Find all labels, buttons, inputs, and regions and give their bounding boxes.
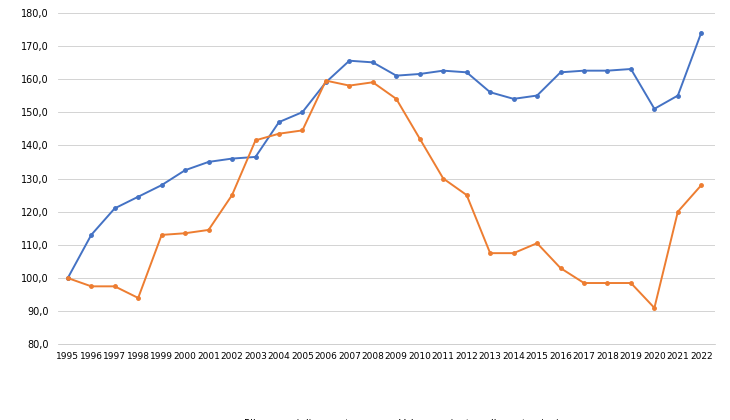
Valore aggiunto nelle costruzioni: [157, 232, 166, 237]
PIL a prezzi di mercato: [345, 58, 354, 63]
PIL a prezzi di mercato: [134, 194, 142, 199]
Valore aggiunto nelle costruzioni: [510, 251, 518, 256]
PIL a prezzi di mercato: [110, 206, 119, 211]
PIL a prezzi di mercato: [64, 276, 72, 281]
Valore aggiunto nelle costruzioni: [181, 231, 190, 236]
Valore aggiunto nelle costruzioni: [298, 128, 307, 133]
PIL a prezzi di mercato: [321, 80, 330, 85]
PIL a prezzi di mercato: [369, 60, 377, 65]
Valore aggiunto nelle costruzioni: [415, 136, 424, 141]
PIL a prezzi di mercato: [439, 68, 447, 73]
Line: PIL a prezzi di mercato: PIL a prezzi di mercato: [66, 31, 703, 280]
Valore aggiunto nelle costruzioni: [392, 96, 401, 101]
Valore aggiunto nelle costruzioni: [369, 80, 377, 85]
PIL a prezzi di mercato: [462, 70, 471, 75]
Valore aggiunto nelle costruzioni: [533, 241, 542, 246]
Valore aggiunto nelle costruzioni: [64, 276, 72, 281]
PIL a prezzi di mercato: [274, 120, 283, 125]
PIL a prezzi di mercato: [251, 155, 260, 160]
PIL a prezzi di mercato: [485, 90, 494, 95]
Valore aggiunto nelle costruzioni: [251, 138, 260, 143]
PIL a prezzi di mercato: [298, 110, 307, 115]
Valore aggiunto nelle costruzioni: [87, 284, 96, 289]
PIL a prezzi di mercato: [556, 70, 565, 75]
Valore aggiunto nelle costruzioni: [674, 209, 683, 214]
PIL a prezzi di mercato: [580, 68, 588, 73]
PIL a prezzi di mercato: [510, 96, 518, 101]
Valore aggiunto nelle costruzioni: [345, 83, 354, 88]
PIL a prezzi di mercato: [697, 30, 706, 35]
PIL a prezzi di mercato: [674, 93, 683, 98]
Valore aggiunto nelle costruzioni: [204, 227, 213, 232]
Valore aggiunto nelle costruzioni: [626, 281, 635, 286]
Valore aggiunto nelle costruzioni: [556, 265, 565, 270]
PIL a prezzi di mercato: [204, 159, 213, 164]
Valore aggiunto nelle costruzioni: [462, 192, 471, 198]
Valore aggiunto nelle costruzioni: [274, 131, 283, 136]
Legend: PIL a prezzi di mercato, Valore aggiunto nelle costruzioni: PIL a prezzi di mercato, Valore aggiunto…: [211, 415, 563, 420]
Valore aggiunto nelle costruzioni: [439, 176, 447, 181]
Valore aggiunto nelle costruzioni: [650, 305, 658, 310]
Valore aggiunto nelle costruzioni: [603, 281, 612, 286]
Valore aggiunto nelle costruzioni: [321, 78, 330, 83]
Valore aggiunto nelle costruzioni: [580, 281, 588, 286]
PIL a prezzi di mercato: [87, 232, 96, 237]
Valore aggiunto nelle costruzioni: [485, 251, 494, 256]
PIL a prezzi di mercato: [533, 93, 542, 98]
PIL a prezzi di mercato: [228, 156, 237, 161]
Valore aggiunto nelle costruzioni: [697, 183, 706, 188]
PIL a prezzi di mercato: [392, 73, 401, 78]
Valore aggiunto nelle costruzioni: [134, 295, 142, 300]
Line: Valore aggiunto nelle costruzioni: Valore aggiunto nelle costruzioni: [66, 79, 703, 310]
Valore aggiunto nelle costruzioni: [228, 192, 237, 198]
PIL a prezzi di mercato: [626, 66, 635, 71]
PIL a prezzi di mercato: [415, 71, 424, 76]
PIL a prezzi di mercato: [650, 106, 658, 111]
PIL a prezzi di mercato: [181, 168, 190, 173]
PIL a prezzi di mercato: [603, 68, 612, 73]
PIL a prezzi di mercato: [157, 183, 166, 188]
Valore aggiunto nelle costruzioni: [110, 284, 119, 289]
